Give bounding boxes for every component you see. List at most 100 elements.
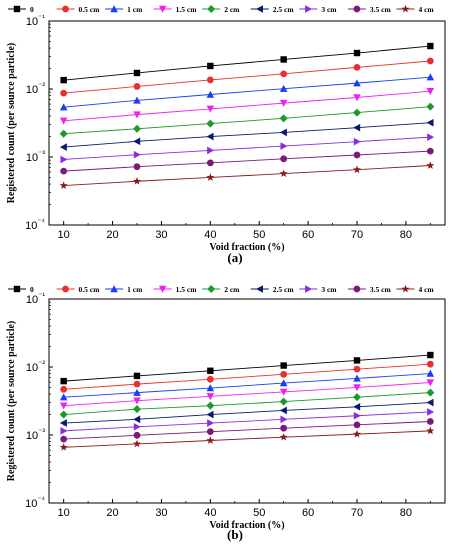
series-4-cm [59,161,435,189]
data-point [353,402,361,411]
series-1_5-cm [59,87,435,125]
data-point [353,108,361,117]
data-point [59,402,68,410]
data-point [133,439,141,448]
data-point [427,42,434,50]
legend-marker [401,284,410,293]
data-point [60,89,68,97]
data-point [206,90,215,98]
data-point [426,418,434,425]
series-line [63,421,431,440]
data-point [133,388,141,396]
legend-marker [305,5,313,13]
data-point [426,118,434,127]
data-point [427,408,435,416]
data-point [426,398,434,407]
data-point [280,424,288,432]
data-point [426,161,435,169]
data-point [279,432,288,441]
data-point [206,436,215,444]
legend-marker [353,5,361,13]
series-line [63,90,431,122]
series-0 [60,42,434,84]
legend-marker [207,285,216,293]
legend-marker [255,285,263,293]
data-point [353,123,361,132]
y-tick-label: 10⁻³ [26,427,45,442]
data-point [353,79,361,87]
data-point [353,165,361,174]
data-point [280,155,288,163]
legend-label: 0.5 cm [79,5,101,14]
data-point [280,362,287,369]
legend-label: 3.5 cm [370,285,392,294]
legend-label: 3.5 cm [370,5,392,14]
series-3_5-cm [60,418,434,443]
data-point [426,73,435,81]
data-point [279,388,288,396]
data-point [426,388,435,397]
x-tick-label: 80 [400,507,412,519]
series-line [63,106,431,135]
data-point [133,177,141,185]
data-point [279,84,288,92]
legend-marker [62,285,69,293]
series-2-cm [59,388,435,419]
data-point [280,56,287,63]
data-point [279,397,288,406]
legend-label: 4 cm [418,5,434,14]
y-tick-label: 10⁻³ [26,149,45,164]
data-point [133,96,141,104]
series-0 [60,351,434,385]
data-point [133,69,141,77]
x-tick-label: 60 [302,229,314,241]
data-point [353,94,361,102]
series-3_5-cm [60,147,434,175]
legend-marker [13,5,21,13]
data-point [60,427,68,435]
series-line [63,76,431,108]
legend-marker [353,285,361,293]
data-point [353,49,361,57]
y-tick-label: 10⁻⁴ [25,217,45,232]
x-axis-label: Void fraction (%) [209,242,284,253]
series-2_5-cm [59,118,434,151]
series-1-cm [59,369,435,401]
y-tick-label: 10⁻⁴ [25,495,45,510]
data-point [133,124,141,133]
data-point [353,151,361,159]
series-4-cm [59,426,435,451]
data-point [353,393,361,402]
data-point [59,419,67,427]
data-point [426,379,435,387]
legend-marker [305,285,313,293]
x-tick-label: 80 [400,229,412,241]
data-point [206,384,215,392]
series-line [63,373,431,398]
data-point [133,163,141,171]
x-tick-label: 70 [351,507,363,519]
data-point [59,117,68,125]
series-line [63,165,431,187]
series-line [63,136,431,160]
legend-marker [62,5,69,13]
data-point [206,375,214,383]
x-tick-label: 50 [253,507,265,519]
data-point [133,415,141,424]
series-2_5-cm [59,398,434,427]
data-point [280,142,288,150]
series-line [63,402,431,424]
x-tick-label: 10 [58,229,70,241]
series-1-cm [59,73,435,111]
data-point [59,143,67,151]
x-tick-label: 30 [155,229,167,241]
data-point [353,357,361,364]
legend-label: 3 cm [321,285,337,294]
data-point [207,367,214,374]
x-tick-label: 20 [106,229,118,241]
data-point [133,423,141,431]
y-axis-label: Registered count (per source particle) [6,321,17,482]
legend-marker [255,5,263,13]
legend-label: 1 cm [127,285,143,294]
